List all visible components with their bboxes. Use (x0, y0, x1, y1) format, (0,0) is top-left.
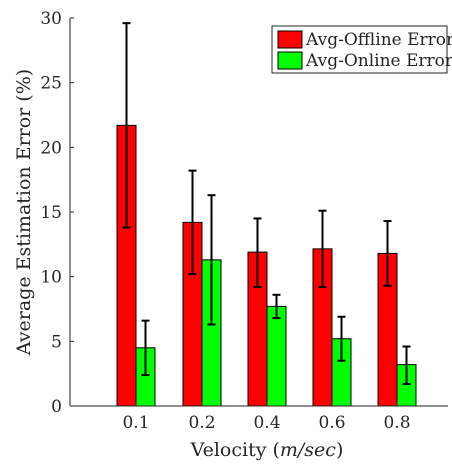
error-bar-offline-0.6 (318, 209, 327, 289)
y-axis-label: Average Estimation Error (%) (13, 69, 35, 356)
y-ticks: 0 5 10 15 20 25 30 (40, 9, 74, 417)
x-axis-label-unit: m/sec (280, 439, 336, 461)
error-bar-online-0.8 (402, 345, 411, 386)
error-bar-online-0.1 (141, 319, 150, 376)
x-tick-label-0.1: 0.1 (122, 413, 149, 433)
bars-layer (116, 124, 417, 407)
y-tick-label-10: 10 (40, 268, 62, 288)
y-tick-label-30: 30 (40, 9, 62, 29)
y-tick-label-20: 20 (40, 138, 62, 158)
legend-swatch-online (277, 51, 303, 70)
error-bar-offline-0.1 (122, 22, 131, 229)
error-bar-online-0.2 (207, 194, 216, 326)
error-bars-layer (122, 22, 411, 386)
legend-swatch-offline (277, 30, 303, 49)
x-axis-label: Velocity (m/sec) (190, 439, 344, 461)
error-bar-offline-0.4 (253, 217, 262, 289)
y-tick-label-15: 15 (40, 203, 62, 223)
y-tick-label-0: 0 (51, 397, 62, 417)
error-bar-online-0.4 (272, 293, 281, 320)
x-tick-label-0.6: 0.6 (318, 413, 345, 433)
x-ticks: 0.1 0.2 0.4 0.6 0.8 (122, 402, 411, 433)
error-bar-offline-0.2 (188, 169, 197, 276)
y-tick-label-25: 25 (40, 74, 62, 94)
x-axis-label-suffix: ) (336, 439, 343, 461)
x-axis-label-prefix: Velocity ( (190, 439, 280, 461)
legend: Avg-Offline Error Avg-Online Error (271, 25, 452, 74)
x-tick-label-0.2: 0.2 (188, 413, 215, 433)
x-tick-label-0.8: 0.8 (383, 413, 410, 433)
error-bar-online-0.6 (337, 315, 346, 362)
y-tick-label-5: 5 (51, 332, 62, 352)
error-bar-offline-0.8 (383, 220, 392, 287)
legend-label-online: Avg-Online Error (305, 51, 452, 71)
bar-online-0.4 (266, 305, 287, 407)
legend-label-offline: Avg-Offline Error (305, 30, 452, 50)
x-tick-label-0.4: 0.4 (253, 413, 280, 433)
